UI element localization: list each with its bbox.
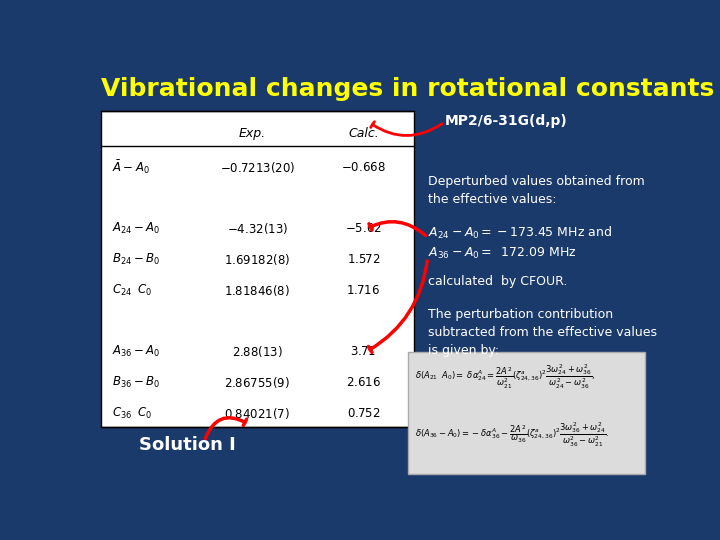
Text: $1.69182(8)$: $1.69182(8)$ <box>224 252 291 267</box>
Text: $A_{24} - A_0$: $A_{24} - A_0$ <box>112 221 161 237</box>
Text: $0.84021(7)$: $0.84021(7)$ <box>225 406 290 421</box>
Text: $1.716$: $1.716$ <box>346 284 380 297</box>
Text: $3.71$: $3.71$ <box>351 345 377 359</box>
Text: $B_{36} - B_0$: $B_{36} - B_0$ <box>112 375 161 390</box>
Text: $-0.668$: $-0.668$ <box>341 161 386 174</box>
Text: $A_{36} - A_0$: $A_{36} - A_0$ <box>112 345 161 359</box>
Text: $B_{24} - B_0$: $B_{24} - B_0$ <box>112 252 161 267</box>
Text: $A_{24} - A_0 = -173.45$ MHz and: $A_{24} - A_0 = -173.45$ MHz and <box>428 225 612 241</box>
Text: calculated  by CFOUR.: calculated by CFOUR. <box>428 275 567 288</box>
Text: Exp.: Exp. <box>238 127 266 140</box>
Text: $\bar{A} - A_0$: $\bar{A} - A_0$ <box>112 159 150 176</box>
Text: $2.88(13)$: $2.88(13)$ <box>232 345 283 359</box>
FancyBboxPatch shape <box>408 352 645 474</box>
Text: Calc.: Calc. <box>348 127 379 140</box>
Text: $\delta(A_{36}-A_0) = -\delta\alpha^A_{36} - \dfrac{2A^2}{\omega_{36}}(\zeta^a_{: $\delta(A_{36}-A_0) = -\delta\alpha^A_{3… <box>415 420 609 449</box>
Text: The perturbation contribution
subtracted from the effective values
is given by:: The perturbation contribution subtracted… <box>428 308 657 357</box>
Text: MP2/6-31G(d,p): MP2/6-31G(d,p) <box>444 114 567 128</box>
Text: $-5.02$: $-5.02$ <box>345 222 382 235</box>
Text: $-4.32(13)$: $-4.32(13)$ <box>227 221 288 237</box>
Text: $C_{36}\;\;C_0$: $C_{36}\;\;C_0$ <box>112 406 153 421</box>
Text: Vibrational changes in rotational constants (MHz):: Vibrational changes in rotational consta… <box>101 77 720 102</box>
Text: $2.86755(9)$: $2.86755(9)$ <box>225 375 290 390</box>
Text: Deperturbed values obtained from
the effective values:: Deperturbed values obtained from the eff… <box>428 175 644 206</box>
Text: $\delta(A_{21}\;\;A_0) = \;\delta\alpha^A_{24} = \dfrac{2A^2}{\omega^2_{21}}(\ze: $\delta(A_{21}\;\;A_0) = \;\delta\alpha^… <box>415 362 596 390</box>
Text: Solution I: Solution I <box>139 436 236 454</box>
Text: $-0.7213(20)$: $-0.7213(20)$ <box>220 160 295 175</box>
Text: $1.81846(8)$: $1.81846(8)$ <box>225 283 290 298</box>
Text: $2.616$: $2.616$ <box>346 376 381 389</box>
Text: $C_{24}\;\;C_0$: $C_{24}\;\;C_0$ <box>112 283 153 298</box>
Text: $A_{36} - A_0 = \;\;172.09$ MHz: $A_{36} - A_0 = \;\;172.09$ MHz <box>428 246 576 261</box>
FancyBboxPatch shape <box>101 111 414 427</box>
Text: $1.572$: $1.572$ <box>346 253 380 266</box>
Text: $0.752$: $0.752$ <box>346 407 380 420</box>
